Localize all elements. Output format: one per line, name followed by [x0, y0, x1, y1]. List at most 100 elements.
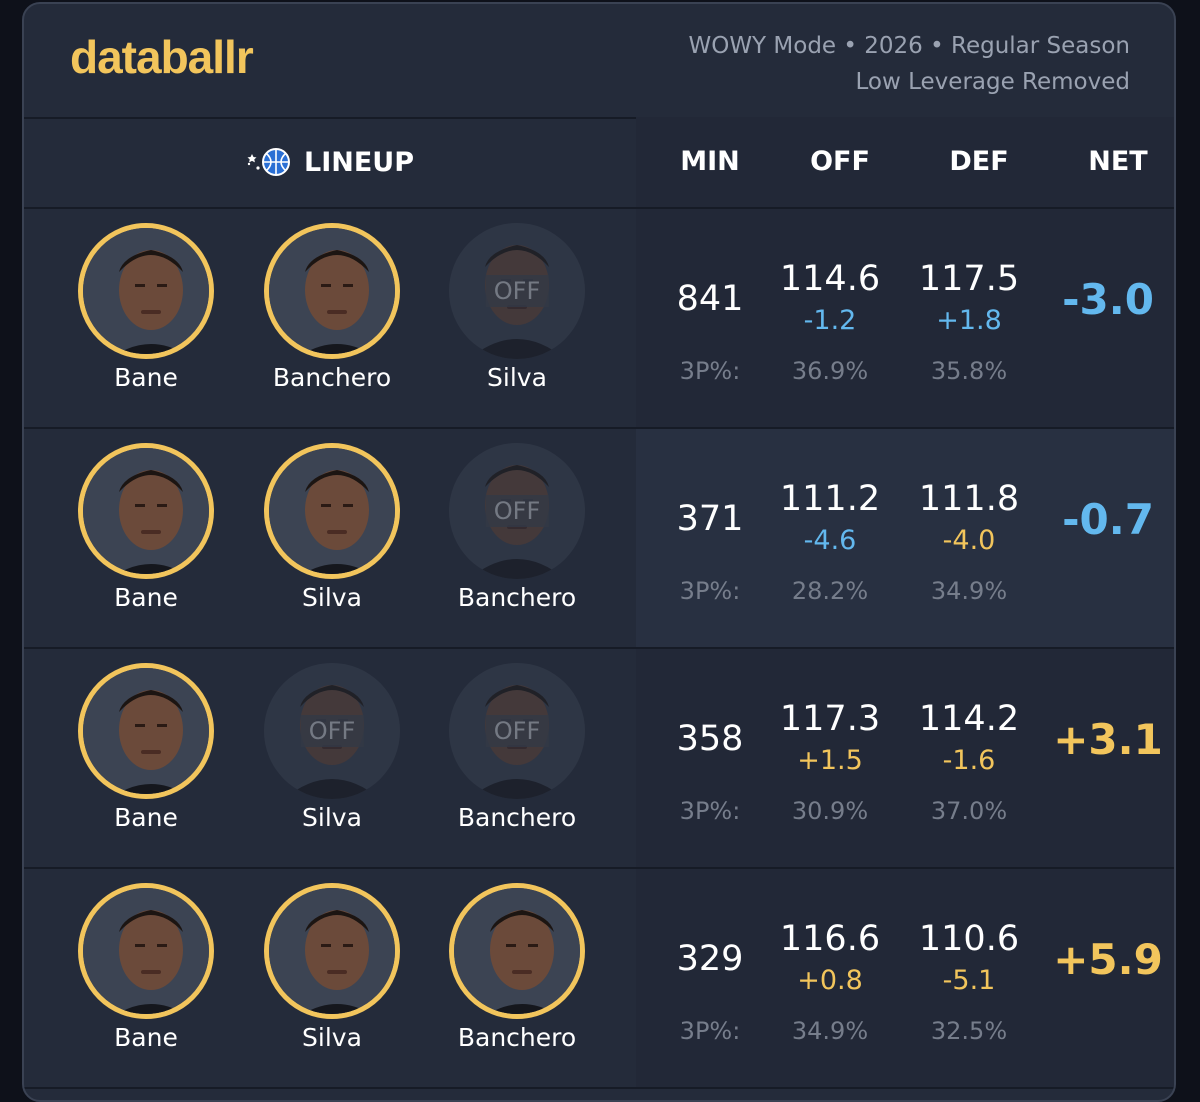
- player-name: Bane: [114, 1023, 178, 1052]
- player-name: Bane: [114, 363, 178, 392]
- player-avatar: OFF: [264, 663, 400, 799]
- player-slot[interactable]: OFF Banchero: [437, 663, 597, 832]
- minutes-value: 371: [676, 499, 744, 539]
- def-rating: 114.2: [918, 699, 1020, 739]
- player-name: Banchero: [457, 803, 577, 832]
- lineup-row[interactable]: Bane OFF Silva OFF Banchero 358 3P%: 117.3 +1.5 3…: [24, 649, 1174, 869]
- net-rating: +3.1: [1053, 715, 1163, 764]
- def-three-pt: 32.5%: [930, 1017, 1008, 1045]
- player-headshot-icon: [269, 228, 395, 354]
- player-headshot-icon: [83, 888, 209, 1014]
- def-rating: 110.6: [918, 919, 1020, 959]
- off-rating: 114.6: [779, 259, 881, 299]
- magic-basketball-icon: [247, 148, 290, 176]
- player-name: Silva: [487, 363, 547, 392]
- three-pt-label: 3P%:: [679, 577, 741, 605]
- lineup-row[interactable]: Bane Silva Banchero 329 3P%: 116.6 +0.8 34.9% 11…: [24, 869, 1174, 1089]
- player-headshot-icon: [83, 668, 209, 794]
- stats-panel: [636, 209, 1174, 427]
- player-name: Bane: [114, 583, 178, 612]
- lineup-row[interactable]: Bane Banchero OFF Silva 841 3P%: 114.6 -1.2 36.9…: [24, 209, 1174, 429]
- player-slot[interactable]: Banchero: [437, 883, 597, 1052]
- def-delta: +1.8: [936, 305, 1002, 336]
- player-slot[interactable]: Bane: [66, 223, 226, 392]
- player-avatar: [264, 883, 400, 1019]
- databallr-logo[interactable]: databallr: [70, 31, 254, 83]
- player-headshot-icon: [449, 443, 585, 579]
- player-name: Bane: [114, 803, 178, 832]
- player-headshot-icon: [83, 228, 209, 354]
- def-header[interactable]: DEF: [949, 146, 1009, 177]
- player-name: Silva: [302, 803, 362, 832]
- def-delta: -5.1: [942, 965, 996, 996]
- off-rating: 116.6: [779, 919, 881, 959]
- player-avatar: [78, 883, 214, 1019]
- off-three-pt: 36.9%: [791, 357, 869, 385]
- player-avatar: [78, 663, 214, 799]
- player-name: Banchero: [272, 363, 392, 392]
- lineup-row[interactable]: Bane Silva OFF Banchero 371 3P%: 111.2 -4.6 28.2…: [24, 429, 1174, 649]
- mode-info: WOWY Mode • 2026 • Regular Season Low Le…: [688, 28, 1130, 100]
- player-headshot-icon: [269, 888, 395, 1014]
- def-three-pt: 34.9%: [930, 577, 1008, 605]
- player-avatar: [78, 443, 214, 579]
- def-rating: 111.8: [918, 479, 1020, 519]
- off-delta: +0.8: [797, 965, 863, 996]
- player-slot[interactable]: Silva: [252, 883, 412, 1052]
- off-three-pt: 28.2%: [791, 577, 869, 605]
- stats-panel: [636, 429, 1174, 647]
- player-slot[interactable]: Bane: [66, 663, 226, 832]
- three-pt-label: 3P%:: [679, 1017, 741, 1045]
- net-header[interactable]: NET: [1088, 146, 1148, 177]
- def-delta: -4.0: [942, 525, 996, 556]
- player-slot[interactable]: OFF Banchero: [437, 443, 597, 612]
- def-rating: 117.5: [918, 259, 1020, 299]
- off-badge: OFF: [300, 715, 364, 747]
- player-avatar: OFF: [449, 663, 585, 799]
- player-headshot-icon: [454, 888, 580, 1014]
- player-name: Silva: [302, 1023, 362, 1052]
- player-slot[interactable]: Bane: [66, 443, 226, 612]
- def-delta: -1.6: [942, 745, 996, 776]
- player-slot[interactable]: Bane: [66, 883, 226, 1052]
- lineup-column-header: LINEUP: [24, 117, 636, 207]
- off-three-pt: 30.9%: [791, 797, 869, 825]
- off-delta: +1.5: [797, 745, 863, 776]
- player-avatar: [78, 223, 214, 359]
- stats-panel: [636, 649, 1174, 867]
- player-name: Banchero: [457, 1023, 577, 1052]
- net-rating: -0.7: [1062, 495, 1154, 544]
- off-three-pt: 34.9%: [791, 1017, 869, 1045]
- player-slot[interactable]: OFF Silva: [252, 663, 412, 832]
- off-header[interactable]: OFF: [810, 146, 870, 177]
- mode-line: WOWY Mode • 2026 • Regular Season: [688, 33, 1130, 59]
- net-rating: +5.9: [1053, 935, 1163, 984]
- three-pt-label: 3P%:: [679, 357, 741, 385]
- player-avatar: [264, 443, 400, 579]
- player-headshot-icon: [449, 223, 585, 359]
- player-avatar: OFF: [449, 443, 585, 579]
- def-three-pt: 37.0%: [930, 797, 1008, 825]
- player-slot[interactable]: Banchero: [252, 223, 412, 392]
- player-headshot-icon: [83, 448, 209, 574]
- off-rating: 111.2: [779, 479, 881, 519]
- player-name: Silva: [302, 583, 362, 612]
- player-slot[interactable]: OFF Silva: [437, 223, 597, 392]
- stats-panel: [636, 869, 1174, 1087]
- off-delta: -1.2: [803, 305, 857, 336]
- player-slot[interactable]: Silva: [252, 443, 412, 612]
- card-header: databallr WOWY Mode • 2026 • Regular Sea…: [24, 4, 1174, 119]
- off-badge: OFF: [485, 275, 549, 307]
- off-rating: 117.3: [779, 699, 881, 739]
- off-badge: OFF: [485, 715, 549, 747]
- column-header: LINEUP MIN OFF DEF NET: [24, 117, 1174, 209]
- player-avatar: OFF: [449, 223, 585, 359]
- stats-header: MIN OFF DEF NET: [636, 117, 1174, 207]
- lineup-card: databallr WOWY Mode • 2026 • Regular Sea…: [22, 2, 1176, 1102]
- player-headshot-icon: [264, 663, 400, 799]
- player-name: Banchero: [457, 583, 577, 612]
- lineup-label: LINEUP: [303, 146, 414, 178]
- player-avatar: [264, 223, 400, 359]
- min-header[interactable]: MIN: [680, 146, 740, 177]
- off-delta: -4.6: [803, 525, 857, 556]
